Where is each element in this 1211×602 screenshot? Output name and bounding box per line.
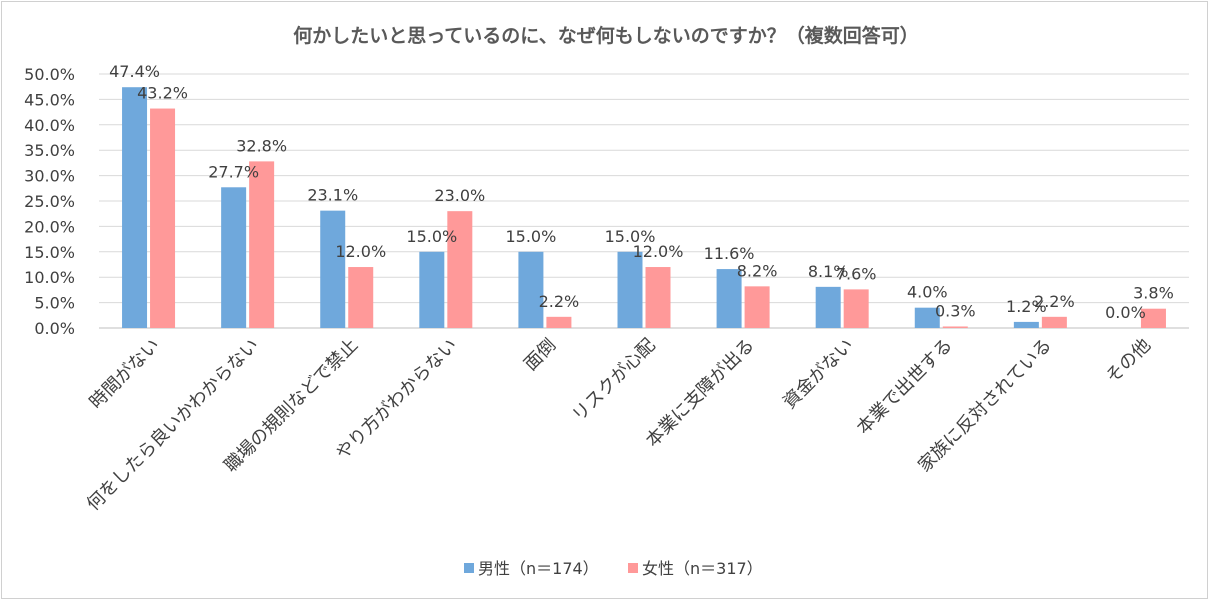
- bar-male: [716, 269, 742, 328]
- x-axis-ticks: 時間がない何をしたら良いかわからない職場の規則などで禁止やり方がわからない 面倒リ…: [83, 335, 1155, 515]
- legend: 男性（n＝174） 女性（n＝317）: [464, 559, 763, 578]
- y-tick-label: 10.0%: [24, 268, 75, 287]
- legend-label-male: 男性（n＝174）: [478, 559, 599, 578]
- bar-male: [815, 286, 841, 328]
- bar-female: [645, 267, 671, 328]
- y-tick-label: 0.0%: [34, 319, 75, 338]
- bar-male: [419, 251, 445, 328]
- bar-male: [221, 187, 247, 328]
- bar-male: [617, 251, 643, 328]
- x-tick-label: 資金がない: [779, 335, 857, 413]
- bar-male: [122, 87, 148, 328]
- bar-female: [447, 211, 473, 328]
- bar-female: [546, 316, 572, 328]
- y-tick-label: 35.0%: [24, 141, 75, 160]
- bar-male: [914, 307, 940, 328]
- bar-female: [348, 267, 374, 328]
- data-label-male: 4.0%: [907, 283, 948, 302]
- y-tick-label: 25.0%: [24, 192, 75, 211]
- data-label-female: 0.3%: [935, 301, 976, 320]
- x-tick-label: 何をしたら良いかわからない: [83, 335, 263, 515]
- data-label-female: 12.0%: [335, 242, 386, 261]
- bar-female: [744, 286, 770, 328]
- y-tick-label: 30.0%: [24, 167, 75, 186]
- data-label-female: 23.0%: [434, 186, 485, 205]
- bar-female: [249, 161, 275, 328]
- x-tick-label: 本業に支障が出る: [642, 335, 759, 452]
- data-label-male: 47.4%: [109, 62, 160, 81]
- x-tick-label: その他: [1102, 335, 1155, 388]
- bar-female: [150, 108, 176, 328]
- bar-female: [1140, 308, 1166, 328]
- bar-male: [1013, 321, 1039, 328]
- data-label-male: 1.2%: [1006, 297, 1047, 316]
- y-tick-label: 45.0%: [24, 90, 75, 109]
- grid-lines: [99, 73, 1189, 329]
- data-label-female: 3.8%: [1133, 284, 1174, 303]
- bar-female: [942, 326, 968, 328]
- data-label-male: 0.0%: [1105, 303, 1146, 322]
- legend-label-female: 女性（n＝317）: [642, 559, 763, 578]
- bar-female: [843, 289, 869, 328]
- data-label-female: 12.0%: [633, 242, 684, 261]
- data-label-female: 2.2%: [1034, 292, 1075, 311]
- x-tick-label: リスクが心配: [568, 335, 659, 426]
- y-tick-label: 20.0%: [24, 217, 75, 236]
- bar-male: [320, 210, 346, 328]
- data-label-female: 7.6%: [836, 264, 877, 283]
- y-tick-label: 40.0%: [24, 116, 75, 135]
- y-tick-label: 5.0%: [34, 294, 75, 313]
- data-label-male: 15.0%: [406, 227, 457, 246]
- data-label-male: 23.1%: [307, 186, 358, 205]
- data-label-male: 27.7%: [208, 162, 259, 181]
- data-labels: 47.4%43.2%27.7%32.8%23.1%12.0%15.0%23.0%…: [109, 62, 1174, 322]
- data-label-female: 8.2%: [737, 261, 778, 280]
- y-tick-label: 50.0%: [24, 65, 75, 84]
- y-axis-ticks: 0.0% 5.0% 10.0% 15.0% 20.0% 25.0% 30.0% 35.0% 40…: [24, 65, 75, 338]
- data-label-female: 43.2%: [137, 84, 188, 103]
- data-label-male: 8.1%: [808, 262, 849, 281]
- data-label-male: 15.0%: [605, 227, 656, 246]
- bars: [122, 87, 1166, 328]
- data-label-male: 15.0%: [505, 227, 556, 246]
- data-label-male: 11.6%: [704, 244, 755, 263]
- y-tick-label: 15.0%: [24, 243, 75, 262]
- x-tick-label: 面倒: [520, 335, 560, 375]
- bar-female: [1041, 316, 1067, 328]
- legend-swatch-male: [464, 563, 474, 573]
- data-label-female: 2.2%: [539, 292, 580, 311]
- data-label-female: 32.8%: [236, 136, 287, 155]
- legend-swatch-female: [628, 563, 638, 573]
- bar-male: [518, 251, 544, 328]
- chart-title: 何かしたいと思っているのに、なぜ何もしないのですか？（複数回答可）: [293, 24, 918, 47]
- x-tick-label: 本業で出世する: [853, 335, 957, 439]
- x-tick-label: 時間がない: [86, 335, 164, 413]
